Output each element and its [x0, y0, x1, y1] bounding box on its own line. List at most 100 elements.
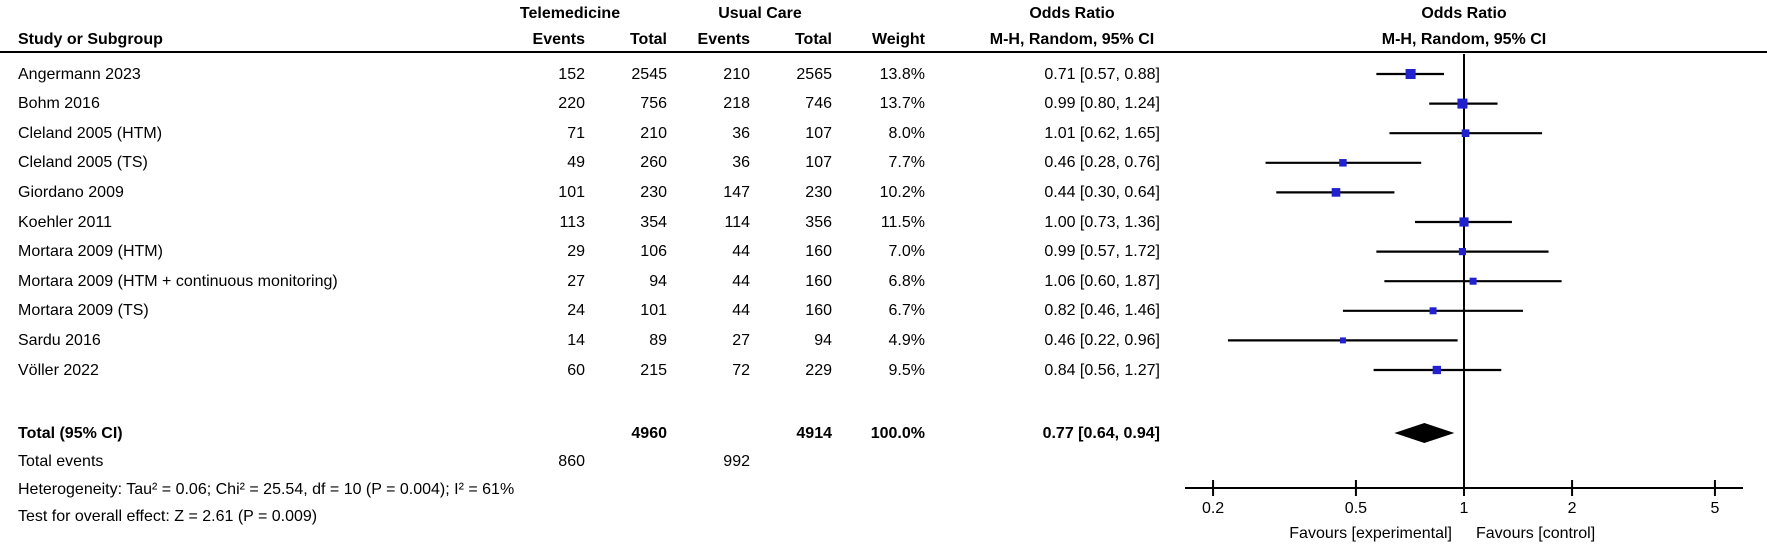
study-e2: 114	[724, 213, 750, 231]
favours-left-label: Favours [experimental]	[1289, 525, 1452, 542]
study-row: Mortara 2009 (HTM) 29 106 44 160 7.0% 0.99 [0.…	[0, 238, 1767, 265]
plot-title: Odds Ratio	[1421, 5, 1507, 22]
study-row: Völler 2022 60 215 72 229 9.5% 0.84 [0.56, 1.2…	[0, 357, 1767, 384]
study-t2: 746	[805, 95, 832, 113]
plot-subtitle: M-H, Random, 95% CI	[1381, 31, 1547, 48]
study-weight: 6.7%	[888, 302, 925, 320]
study-name: Giordano 2009	[18, 183, 124, 201]
total-tm-total: 4960	[631, 425, 667, 442]
total-events-label: Total events	[18, 453, 104, 470]
study-t1: 215	[640, 361, 667, 379]
study-t1: 354	[640, 213, 667, 231]
total-uc-total: 4914	[796, 425, 832, 442]
study-ci-text: 0.71 [0.57, 0.88]	[1044, 65, 1160, 83]
study-e2: 36	[732, 124, 750, 142]
axis-tick-label: 5	[1710, 500, 1719, 517]
study-t1: 2545	[631, 65, 667, 83]
study-ci-text: 0.44 [0.30, 0.64]	[1044, 183, 1160, 201]
study-t2: 2565	[796, 65, 832, 83]
study-weight: 7.7%	[888, 154, 925, 172]
study-column-header: Study or Subgroup	[18, 31, 163, 48]
study-t2: 160	[805, 243, 832, 261]
study-name: Mortara 2009 (TS)	[18, 302, 149, 320]
total-weight: 100.0%	[870, 425, 925, 442]
total-events-uc: 992	[723, 453, 750, 470]
overall-effect-text: Test for overall effect: Z = 2.61 (P = 0…	[18, 508, 318, 525]
study-e1: 27	[567, 272, 585, 290]
study-name: Bohm 2016	[18, 95, 100, 113]
study-name: Koehler 2011	[18, 213, 112, 231]
study-weight: 4.9%	[888, 331, 925, 349]
axis-tick-label: 0.2	[1202, 500, 1224, 517]
study-row: Koehler 2011 113 354 114 356 11.5% 1.00 [0.73,…	[0, 209, 1767, 236]
study-t1: 756	[640, 95, 667, 113]
study-e1: 24	[567, 302, 585, 320]
total-label: Total (95% CI)	[18, 425, 123, 442]
axis-tick-label: 2	[1568, 500, 1577, 517]
study-row: Mortara 2009 (TS) 24 101 44 160 6.7% 0.82 [0.4…	[0, 297, 1767, 324]
study-e2: 44	[732, 272, 750, 290]
study-row: Mortara 2009 (HTM + continuous monitorin…	[0, 268, 1767, 295]
study-name: Cleland 2005 (HTM)	[18, 124, 163, 142]
total-events-tm: 860	[558, 453, 585, 470]
tm-events-header: Events	[532, 31, 585, 48]
study-weight: 11.5%	[880, 213, 925, 231]
study-row: Bohm 2016 220 756 218 746 13.7% 0.99 [0.80, 1.…	[0, 90, 1767, 117]
study-t1: 89	[649, 331, 667, 349]
study-weight: 13.7%	[879, 95, 925, 113]
study-ci-text: 1.00 [0.73, 1.36]	[1044, 213, 1160, 231]
study-e1: 101	[558, 183, 585, 201]
weight-header: Weight	[871, 31, 925, 48]
study-weight: 7.0%	[888, 243, 925, 261]
header-divider	[0, 51, 1767, 53]
study-weight: 6.8%	[888, 272, 925, 290]
study-e2: 27	[732, 331, 750, 349]
study-e1: 113	[559, 213, 585, 231]
study-t2: 160	[805, 272, 832, 290]
study-e1: 220	[558, 95, 585, 113]
study-row: Cleland 2005 (HTM) 71 210 36 107 8.0% 1.01 [0.…	[0, 120, 1767, 147]
study-ci-text: 0.99 [0.57, 1.72]	[1044, 243, 1160, 261]
study-t1: 210	[640, 124, 667, 142]
favours-right-label: Favours [control]	[1476, 525, 1595, 542]
study-t1: 260	[640, 154, 667, 172]
study-row: Angermann 2023 152 2545 210 2565 13.8% 0.71 [0…	[0, 61, 1767, 88]
study-e1: 71	[567, 124, 585, 142]
study-e2: 218	[723, 95, 750, 113]
study-e2: 44	[732, 243, 750, 261]
study-name: Cleland 2005 (TS)	[18, 154, 148, 172]
study-ci-text: 1.01 [0.62, 1.65]	[1044, 124, 1160, 142]
study-e2: 44	[732, 302, 750, 320]
study-ci-text: 0.84 [0.56, 1.27]	[1044, 361, 1160, 379]
study-e2: 147	[723, 183, 750, 201]
heterogeneity-text: Heterogeneity: Tau² = 0.06; Chi² = 25.54…	[18, 481, 515, 498]
study-e1: 29	[567, 243, 585, 261]
study-row: Giordano 2009 101 230 147 230 10.2% 0.44 [0.30…	[0, 179, 1767, 206]
study-weight: 13.8%	[879, 65, 925, 83]
study-ci-text: 0.46 [0.28, 0.76]	[1044, 154, 1160, 172]
study-row: Cleland 2005 (TS) 49 260 36 107 7.7% 0.46 [0.2…	[0, 149, 1767, 176]
study-name: Angermann 2023	[18, 65, 141, 83]
or-column-subtitle: M-H, Random, 95% CI	[989, 31, 1155, 48]
total-ci-text: 0.77 [0.64, 0.94]	[1042, 425, 1160, 442]
study-e2: 36	[732, 154, 750, 172]
study-e1: 14	[567, 331, 585, 349]
study-row: Sardu 2016 14 89 27 94 4.9% 0.46 [0.22, 0.96]	[0, 327, 1767, 354]
column-group-usual-care: Usual Care	[718, 5, 802, 22]
study-name: Mortara 2009 (HTM)	[18, 243, 163, 261]
uc-events-header: Events	[697, 31, 750, 48]
column-group-telemedicine: Telemedicine	[519, 5, 621, 22]
study-name: Mortara 2009 (HTM + continuous monitorin…	[18, 272, 338, 290]
study-t1: 106	[640, 243, 667, 261]
study-weight: 8.0%	[888, 124, 925, 142]
axis-tick-label: 1	[1460, 500, 1469, 517]
or-column-title: Odds Ratio	[1029, 5, 1115, 22]
tm-total-header: Total	[629, 31, 667, 48]
study-e1: 60	[567, 361, 585, 379]
study-t2: 160	[805, 302, 832, 320]
study-ci-text: 1.06 [0.60, 1.87]	[1044, 272, 1160, 290]
study-t2: 356	[805, 213, 832, 231]
study-t2: 229	[805, 361, 832, 379]
study-ci-text: 0.82 [0.46, 1.46]	[1044, 302, 1160, 320]
study-e2: 210	[723, 65, 750, 83]
